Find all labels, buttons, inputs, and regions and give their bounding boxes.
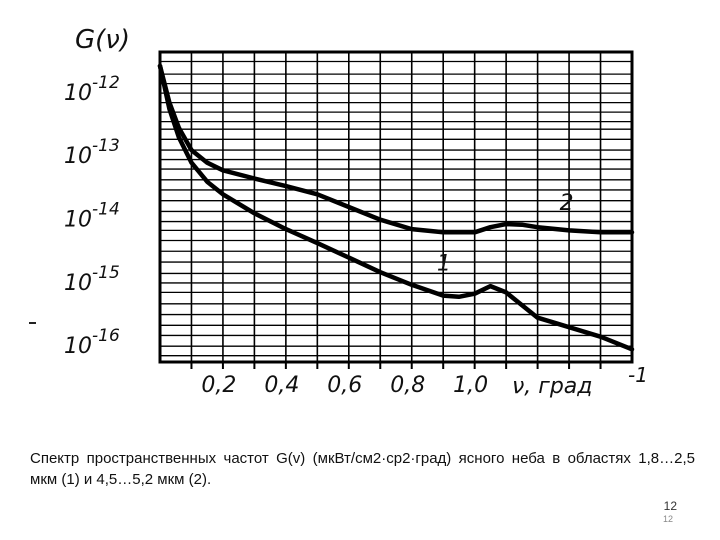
y-tick-label: 10 -13 [64, 136, 120, 169]
series-labels: 12 [437, 191, 574, 276]
y-tick-base: 10 [64, 334, 92, 359]
x-axis-label: ν, град [512, 374, 593, 399]
y-tick-base: 10 [64, 81, 92, 106]
page-number: 12 [663, 499, 677, 513]
y-tick-exponent: -15 [92, 263, 120, 283]
x-tick-label: 0,6 [327, 373, 362, 398]
x-tick-label: 0,4 [264, 373, 299, 398]
chart-grid [160, 52, 632, 362]
x-axis-unit-exponent: -1 [628, 363, 648, 387]
y-tick-label: 10 -16 [64, 326, 120, 359]
stray-mark [29, 322, 36, 324]
chart-series [157, 63, 635, 352]
y-tick-base: 10 [64, 144, 92, 169]
y-tick-exponent: -14 [92, 199, 120, 219]
series-line-1 [157, 63, 635, 352]
figure-caption: Спектр пространственных частот G(v) (мкВ… [30, 450, 695, 488]
y-tick-base: 10 [64, 271, 92, 296]
y-tick-label: 10 -15 [64, 263, 120, 296]
series-line-2 [157, 63, 635, 235]
y-tick-label: 10 -12 [64, 73, 120, 106]
x-tick-labels: 0,2 0,4 0,6 0,8 1,0 [201, 373, 488, 398]
y-axis-label: G(ν) [75, 25, 130, 55]
y-tick-label: 10 -14 [64, 199, 120, 232]
chart-frame [158, 50, 634, 364]
y-tick-exponent: -13 [92, 136, 120, 156]
series-label-2: 2 [560, 191, 574, 216]
x-tick-label: 1,0 [453, 373, 488, 398]
x-tick-label: 0,2 [201, 373, 236, 398]
x-tick-label: 0,8 [390, 373, 425, 398]
y-tick-base: 10 [64, 207, 92, 232]
y-tick-exponent: -16 [92, 326, 120, 346]
page-number-small: 12 [662, 514, 673, 524]
chart-axes [158, 50, 634, 369]
series-label-1: 1 [437, 251, 451, 276]
y-tick-exponent: -12 [92, 73, 120, 93]
